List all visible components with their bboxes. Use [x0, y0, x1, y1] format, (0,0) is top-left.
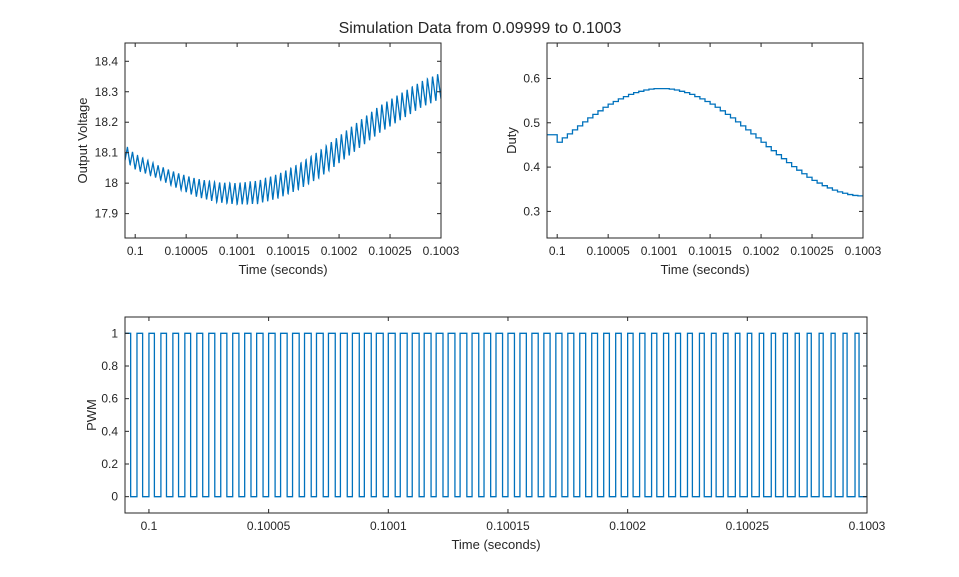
x-tick-label: 0.1 [127, 244, 144, 258]
x-tick-label: 0.1003 [849, 519, 886, 533]
x-axis-label: Time (seconds) [238, 262, 327, 277]
x-tick-label: 0.10005 [586, 244, 630, 258]
x-tick-label: 0.10015 [486, 519, 530, 533]
x-tick-label: 0.1003 [845, 244, 882, 258]
y-tick-label: 0.5 [523, 116, 540, 130]
x-tick-label: 0.1 [549, 244, 566, 258]
x-tick-label: 0.1003 [423, 244, 460, 258]
y-axis-label: PWM [84, 399, 99, 431]
x-tick-label: 0.1001 [219, 244, 256, 258]
figure-title: Simulation Data from 0.09999 to 0.1003 [339, 20, 622, 37]
axes-box [546, 42, 864, 239]
duty-line [547, 88, 863, 197]
x-tick-label: 0.1002 [321, 244, 358, 258]
y-tick-label: 0.2 [101, 457, 118, 471]
y-tick-label: 0.4 [101, 424, 118, 438]
y-axis-label: Duty [504, 127, 519, 154]
y-tick-label: 18.4 [95, 54, 119, 68]
pwm-line [125, 332, 867, 498]
y-tick-label: 0.8 [101, 359, 118, 373]
y-tick-label: 1 [111, 326, 118, 340]
y-tick-label: 18.3 [95, 85, 119, 99]
x-tick-label: 0.10005 [247, 519, 291, 533]
x-tick-label: 0.1002 [743, 244, 780, 258]
x-tick-label: 0.1002 [609, 519, 646, 533]
axes-box [124, 316, 868, 514]
y-tick-label: 18 [105, 176, 119, 190]
axes-duty: 0.1 0.10005 0.1001 0.10015 0.1002 0.10025 0.10… [504, 42, 882, 277]
x-axis-label: Time (seconds) [451, 537, 540, 552]
y-tick-label: 0.3 [523, 204, 540, 218]
x-tick-label: 0.10015 [688, 244, 732, 258]
y-axis-label: Output Voltage [75, 97, 90, 183]
x-tick-label: 0.10025 [726, 519, 770, 533]
x-tick-label: 0.10005 [164, 244, 208, 258]
y-tick-label: 0.4 [523, 160, 540, 174]
x-tick-label: 0.1 [141, 519, 158, 533]
x-axis-label: Time (seconds) [660, 262, 749, 277]
axes-box [124, 42, 442, 239]
x-tick-label: 0.1001 [370, 519, 407, 533]
y-tick-label: 0 [111, 490, 118, 504]
y-tick-label: 0.6 [101, 392, 118, 406]
y-tick-label: 18.2 [95, 115, 119, 129]
x-tick-label: 0.1001 [641, 244, 678, 258]
x-tick-label: 0.10025 [790, 244, 834, 258]
x-tick-label: 0.10025 [368, 244, 412, 258]
axes-pwm: 0.1 0.10005 0.1001 0.10015 0.1002 0.10025 0.10… [84, 316, 886, 552]
y-tick-label: 18.1 [95, 146, 119, 160]
y-tick-label: 17.9 [95, 207, 119, 221]
axes-output-voltage: 0.1 0.10005 0.1001 0.10015 0.1002 0.10025 0.10… [75, 42, 460, 277]
x-tick-label: 0.10015 [266, 244, 310, 258]
y-tick-label: 0.6 [523, 71, 540, 85]
output-voltage-line [125, 74, 441, 206]
